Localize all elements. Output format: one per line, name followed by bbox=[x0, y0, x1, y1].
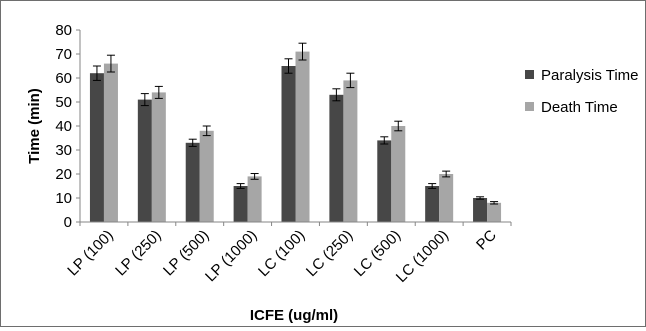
bar-paralysis-time bbox=[329, 94, 344, 222]
bar-paralysis-time bbox=[281, 66, 296, 222]
x-tick-label: PC bbox=[473, 227, 500, 254]
y-tick-label: 0 bbox=[64, 214, 72, 231]
y-tick-label: 50 bbox=[55, 94, 72, 111]
x-tick-label: LC (250) bbox=[303, 227, 356, 280]
y-tick-label: 80 bbox=[55, 22, 72, 39]
bar-death-time bbox=[199, 130, 214, 222]
bar-paralysis-time bbox=[185, 142, 200, 222]
bar-death-time bbox=[151, 92, 166, 223]
y-axis: 0 10 20 30 40 50 60 70 80 bbox=[55, 22, 81, 231]
y-tick-label: 10 bbox=[55, 190, 72, 207]
bar-paralysis-time bbox=[89, 73, 104, 222]
y-axis-title: Time (min) bbox=[26, 88, 43, 164]
y-tick-label: 60 bbox=[55, 70, 72, 87]
bar-death-time bbox=[103, 63, 118, 222]
x-tick-label: LP (1000) bbox=[202, 227, 260, 285]
legend-label: Paralysis Time bbox=[541, 67, 639, 84]
y-tick-label: 20 bbox=[55, 166, 72, 183]
x-tick-label: LC (100) bbox=[255, 227, 308, 280]
bar-death-time bbox=[487, 202, 502, 222]
x-tick-label: LP (250) bbox=[112, 227, 165, 280]
bar-death-time bbox=[391, 126, 406, 222]
legend-swatch bbox=[525, 102, 534, 111]
bar-chart: 0 10 20 30 40 50 60 70 80 LP (100)LP (250)LP (50… bbox=[26, 22, 639, 324]
x-axis-title: ICFE (ug/ml) bbox=[250, 307, 338, 324]
bars bbox=[89, 42, 502, 223]
bar-paralysis-time bbox=[377, 140, 392, 222]
x-tick-label: LC (1000) bbox=[393, 227, 452, 286]
y-tick-label: 30 bbox=[55, 142, 72, 159]
bar-paralysis-time bbox=[473, 198, 488, 222]
bar-death-time bbox=[247, 176, 262, 222]
legend-swatch bbox=[525, 70, 534, 79]
bar-paralysis-time bbox=[233, 186, 248, 222]
bar-paralysis-time bbox=[425, 186, 440, 222]
legend-label: Death Time bbox=[541, 99, 618, 116]
y-tick-label: 70 bbox=[55, 46, 72, 63]
bar-death-time bbox=[439, 174, 454, 222]
legend: Paralysis Time Death Time bbox=[525, 67, 639, 116]
bar-paralysis-time bbox=[137, 99, 152, 222]
y-tick-label: 40 bbox=[55, 118, 72, 135]
bar-death-time bbox=[295, 51, 310, 222]
x-axis: LP (100)LP (250)LP (500)LP (1000)LC (100… bbox=[64, 221, 512, 286]
x-tick-label: LP (100) bbox=[64, 227, 117, 280]
bar-death-time bbox=[343, 80, 358, 223]
